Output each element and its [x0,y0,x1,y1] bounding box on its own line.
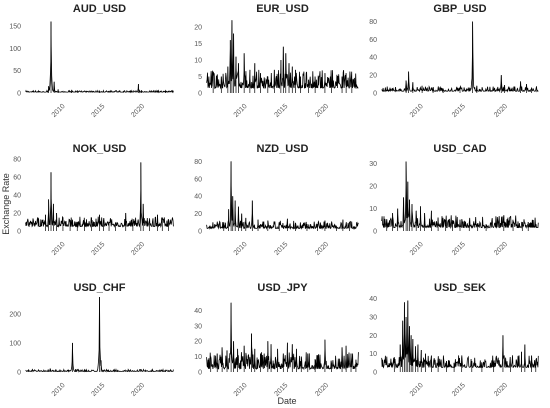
x-tick-label: 2010 [409,241,425,257]
panel-title: USD_SEK [434,282,486,294]
panel-usd-cad: USD_CAD 0 10 20 30 2010 2015 2020 [369,143,539,257]
x-tick-label: 2020 [314,241,330,257]
x-tick-label: 2015 [90,241,106,257]
y-tick-label: 20 [194,211,202,218]
x-tick-label: 2010 [409,103,425,119]
series-line [206,161,359,230]
y-tick-label: 10 [369,351,377,358]
x-tick-label: 2010 [409,382,425,398]
y-tick-label: 200 [9,311,21,318]
panel-title: EUR_USD [256,3,309,15]
y-tick-label: 40 [369,55,377,62]
y-tick-label: 20 [194,24,202,31]
panel-title: GBP_USD [433,3,486,15]
x-tick-label: 2020 [493,382,509,398]
y-tick-label: 0 [17,229,21,236]
panel-eur-usd: EUR_USD 0 5 10 15 20 2010 2015 2020 [194,3,359,119]
series-line [381,300,539,369]
x-tick-label: 2020 [130,382,146,398]
panel-title: AUD_USD [73,3,126,15]
x-tick-label: 2015 [451,241,467,257]
y-tick-label: 0 [373,229,377,236]
y-tick-label: 80 [194,159,202,166]
panel-nzd-usd: NZD_USD 0 20 40 60 80 2010 2015 2020 [194,143,359,257]
y-tick-label: 30 [369,315,377,322]
y-tick-label: 30 [369,161,377,168]
x-tick-label: 2010 [51,103,67,119]
x-tick-label: 2010 [233,241,249,257]
series-line [25,21,174,94]
x-tick-label: 2015 [90,103,106,119]
y-tick-label: 0 [198,91,202,98]
series-line [25,296,174,373]
y-tick-label: 0 [17,370,21,377]
series-line [206,302,359,371]
panel-title: USD_CHF [74,282,126,294]
y-tick-label: 50 [13,68,21,75]
panel-gbp-usd: GBP_USD 0 20 40 60 80 2010 2015 2020 [369,3,539,119]
x-tick-label: 2010 [233,103,249,119]
y-tick-label: 60 [13,174,21,181]
y-tick-label: 15 [194,41,202,48]
panel-title: USD_CAD [433,143,486,155]
y-tick-label: 60 [369,37,377,44]
panel-usd-chf: USD_CHF 0 100 200 2010 2015 2020 [9,282,174,398]
y-tick-label: 40 [13,192,21,199]
y-tick-label: 40 [194,308,202,315]
x-tick-label: 2020 [130,103,146,119]
y-tick-label: 0 [198,229,202,236]
series-line [381,21,539,93]
y-tick-label: 60 [194,176,202,183]
x-tick-label: 2020 [130,241,146,257]
x-tick-label: 2015 [451,382,467,398]
panel-title: NOK_USD [73,143,127,155]
y-tick-label: 100 [9,340,21,347]
panel-title: NZD_USD [257,143,309,155]
y-tick-label: 40 [369,296,377,303]
y-tick-label: 0 [198,370,202,377]
series-line [381,161,539,230]
panel-nok-usd: NOK_USD 0 20 40 60 80 2010 2015 2020 [13,143,174,257]
y-tick-label: 10 [194,354,202,361]
x-tick-label: 2010 [51,241,67,257]
panel-usd-sek: USD_SEK 0 10 20 30 40 2010 2015 2020 [369,282,539,398]
x-tick-label: 2015 [273,103,289,119]
series-line [206,20,359,90]
y-tick-label: 80 [369,19,377,26]
panel-aud-usd: AUD_USD 0 50 100 150 2010 2015 2020 [9,3,174,119]
y-tick-label: 20 [194,339,202,346]
x-tick-label: 2020 [493,241,509,257]
y-tick-label: 20 [369,184,377,191]
x-tick-label: 2010 [51,382,67,398]
y-tick-label: 20 [369,73,377,80]
y-tick-label: 5 [198,74,202,81]
y-tick-label: 80 [13,156,21,163]
y-tick-label: 0 [17,91,21,98]
y-tick-label: 20 [369,333,377,340]
y-tick-label: 40 [194,194,202,201]
x-tick-label: 2015 [90,382,106,398]
y-tick-label: 100 [9,46,21,53]
x-tick-label: 2015 [451,103,467,119]
y-tick-label: 10 [369,206,377,213]
x-axis-label: Date [277,396,296,406]
x-tick-label: 2020 [493,103,509,119]
y-tick-label: 0 [373,91,377,98]
y-tick-label: 150 [9,23,21,30]
x-tick-label: 2015 [273,241,289,257]
x-tick-label: 2010 [233,382,249,398]
y-tick-label: 0 [373,370,377,377]
panel-title: USD_JPY [257,282,308,294]
x-tick-label: 2020 [314,382,330,398]
y-axis-label: Exchange Rate [1,173,11,235]
y-tick-label: 20 [13,210,21,217]
y-tick-label: 30 [194,323,202,330]
y-tick-label: 10 [194,57,202,64]
x-tick-label: 2020 [314,103,330,119]
